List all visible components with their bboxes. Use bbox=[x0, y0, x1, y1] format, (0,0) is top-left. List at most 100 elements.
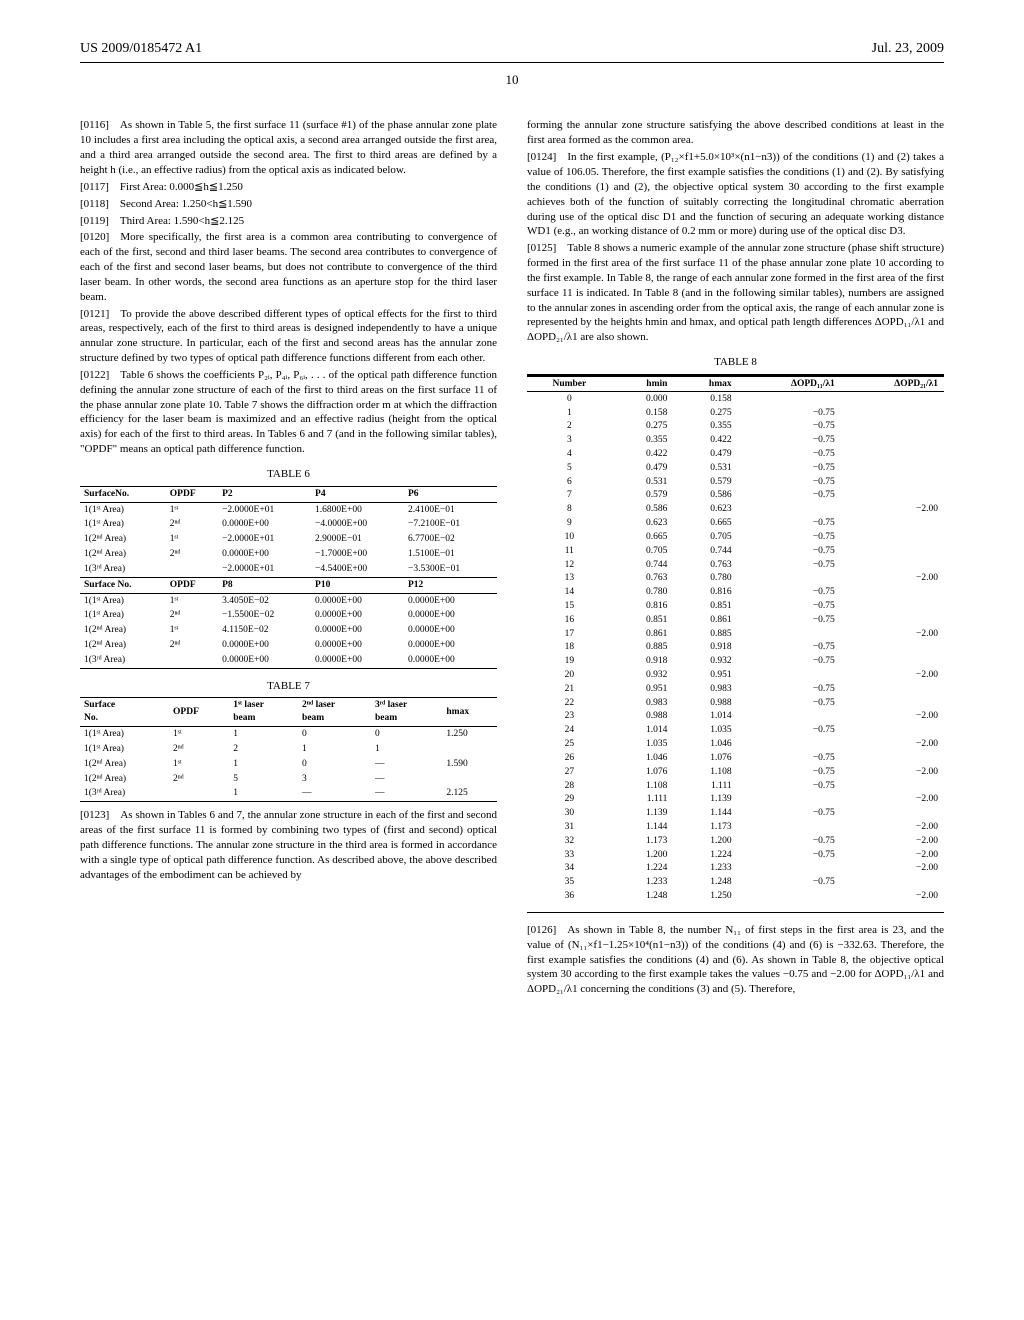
table-cell: 0.861 bbox=[673, 613, 737, 627]
table-cell: −0.75 bbox=[738, 558, 841, 572]
para-0117: [0117] First Area: 0.000≦h≦1.250 bbox=[80, 180, 497, 195]
table-cell: 0.851 bbox=[673, 599, 737, 613]
table-cell bbox=[738, 820, 841, 834]
table-cell: 1ˢᵗ bbox=[166, 502, 218, 517]
table-cell: −0.75 bbox=[738, 448, 841, 462]
table-cell: −2.00 bbox=[841, 710, 944, 724]
table-cell: −0.75 bbox=[738, 834, 841, 848]
table-cell: 0.951 bbox=[673, 669, 737, 683]
table-cell: 0.422 bbox=[673, 434, 737, 448]
table-row: 160.8510.861−0.75 bbox=[527, 613, 944, 627]
table-cell: 3 bbox=[298, 772, 371, 787]
table-cell: 0.0000E+00 bbox=[311, 638, 404, 653]
table-cell: 2ⁿᵈ bbox=[166, 638, 218, 653]
table-cell: 0.623 bbox=[612, 517, 674, 531]
table-row: 261.0461.076−0.75 bbox=[527, 751, 944, 765]
table-row: 331.2001.224−0.75−2.00 bbox=[527, 848, 944, 862]
table-cell: hmax bbox=[673, 377, 737, 392]
table-cell: 0.479 bbox=[612, 461, 674, 475]
table-cell: 1.200 bbox=[612, 848, 674, 862]
table-cell: 1(3ʳᵈ Area) bbox=[80, 786, 169, 801]
para-0126: [0126] As shown in Table 8, the number N… bbox=[527, 923, 944, 997]
table-cell: 1.139 bbox=[612, 807, 674, 821]
table-cell: 1 bbox=[229, 786, 298, 801]
doc-date: Jul. 23, 2009 bbox=[872, 40, 944, 59]
table-cell: 0.0000E+00 bbox=[404, 593, 497, 608]
table-cell: −0.75 bbox=[738, 544, 841, 558]
table-cell: 1.144 bbox=[612, 820, 674, 834]
table-cell: 1(1ˢᵗ Area) bbox=[80, 608, 166, 623]
table-cell: 0.988 bbox=[612, 710, 674, 724]
table-cell: 20 bbox=[527, 669, 612, 683]
table-row: 80.5860.623−2.00 bbox=[527, 503, 944, 517]
table-row: 180.8850.918−0.75 bbox=[527, 641, 944, 655]
table-cell: 1.014 bbox=[673, 710, 737, 724]
table-cell: 1.224 bbox=[612, 862, 674, 876]
table-cell bbox=[841, 530, 944, 544]
table-row: 1(3ʳᵈ Area)1——2.125 bbox=[80, 786, 497, 801]
table-cell: −2.00 bbox=[841, 890, 944, 906]
table-cell: 1.139 bbox=[673, 793, 737, 807]
table-cell: 1.014 bbox=[612, 724, 674, 738]
page-number: 10 bbox=[80, 71, 944, 89]
table-cell bbox=[841, 751, 944, 765]
table-cell: 12 bbox=[527, 558, 612, 572]
table-cell: — bbox=[371, 772, 442, 787]
table-cell: SurfaceNo. bbox=[80, 486, 166, 502]
table-cell bbox=[841, 724, 944, 738]
table-cell: 0 bbox=[527, 392, 612, 406]
table-cell: 0.0000E+00 bbox=[311, 608, 404, 623]
table-cell bbox=[841, 641, 944, 655]
table-cell: −1.5500E−02 bbox=[218, 608, 311, 623]
table-cell: 1.248 bbox=[612, 890, 674, 906]
table-row: 100.6650.705−0.75 bbox=[527, 530, 944, 544]
table-cell: −2.0000E+01 bbox=[218, 502, 311, 517]
table-cell: 13 bbox=[527, 572, 612, 586]
table-cell: −2.00 bbox=[841, 820, 944, 834]
table-cell: 2.9000E−01 bbox=[311, 532, 404, 547]
table-row: 60.5310.579−0.75 bbox=[527, 475, 944, 489]
table-cell: −0.75 bbox=[738, 406, 841, 420]
table-cell: P8 bbox=[218, 577, 311, 593]
table-cell: 1 bbox=[371, 742, 442, 757]
table-row: 1(1ˢᵗ Area)1ˢᵗ−2.0000E+011.6800E+002.410… bbox=[80, 502, 497, 517]
table-cell: 1 bbox=[229, 727, 298, 742]
table-row: 1(1ˢᵗ Area)1ˢᵗ1001.250 bbox=[80, 727, 497, 742]
table-cell: 1.6800E+00 bbox=[311, 502, 404, 517]
table-cell: 2ⁿᵈ bbox=[166, 517, 218, 532]
table-cell: 0.275 bbox=[673, 406, 737, 420]
table-cell: 2.125 bbox=[442, 786, 497, 801]
table-row: 1(1ˢᵗ Area)1ˢᵗ3.4050E−020.0000E+000.0000… bbox=[80, 593, 497, 608]
table-cell: 1.111 bbox=[612, 793, 674, 807]
para-cont: forming the annular zone structure satis… bbox=[527, 118, 944, 148]
table-cell bbox=[841, 558, 944, 572]
table-cell: 5 bbox=[527, 461, 612, 475]
para-0118: [0118] Second Area: 1.250<h≦1.590 bbox=[80, 197, 497, 212]
para-0122: [0122] Table 6 shows the coefficients P₂… bbox=[80, 368, 497, 457]
table-cell: 0.780 bbox=[673, 572, 737, 586]
table-cell: 0.763 bbox=[612, 572, 674, 586]
table-cell: 0.988 bbox=[673, 696, 737, 710]
table-cell: 1(2ⁿᵈ Area) bbox=[80, 623, 166, 638]
table-cell: 1.173 bbox=[673, 820, 737, 834]
table-row: 90.6230.665−0.75 bbox=[527, 517, 944, 531]
table-cell: −2.0000E+01 bbox=[218, 532, 311, 547]
table-cell: 1(1ˢᵗ Area) bbox=[80, 742, 169, 757]
table-cell: 27 bbox=[527, 765, 612, 779]
table-row: 241.0141.035−0.75 bbox=[527, 724, 944, 738]
table-cell: −1.7000E+00 bbox=[311, 547, 404, 562]
table-cell: Number bbox=[527, 377, 612, 392]
table-cell: −4.0000E+00 bbox=[311, 517, 404, 532]
table-cell: ΔOPD₂₁/λ1 bbox=[841, 377, 944, 392]
table-row: 1(2ⁿᵈ Area)1ˢᵗ4.1150E−020.0000E+000.0000… bbox=[80, 623, 497, 638]
table-cell: 1.5100E−01 bbox=[404, 547, 497, 562]
table-cell: 0.705 bbox=[612, 544, 674, 558]
table-cell: 1(1ˢᵗ Area) bbox=[80, 502, 166, 517]
table-cell: −0.75 bbox=[738, 765, 841, 779]
table-cell: 0.0000E+00 bbox=[404, 653, 497, 668]
table-cell bbox=[841, 599, 944, 613]
table-cell: 0.932 bbox=[612, 669, 674, 683]
table-cell bbox=[841, 475, 944, 489]
table-cell: 5 bbox=[229, 772, 298, 787]
table-cell: 2ⁿᵈ bbox=[166, 547, 218, 562]
